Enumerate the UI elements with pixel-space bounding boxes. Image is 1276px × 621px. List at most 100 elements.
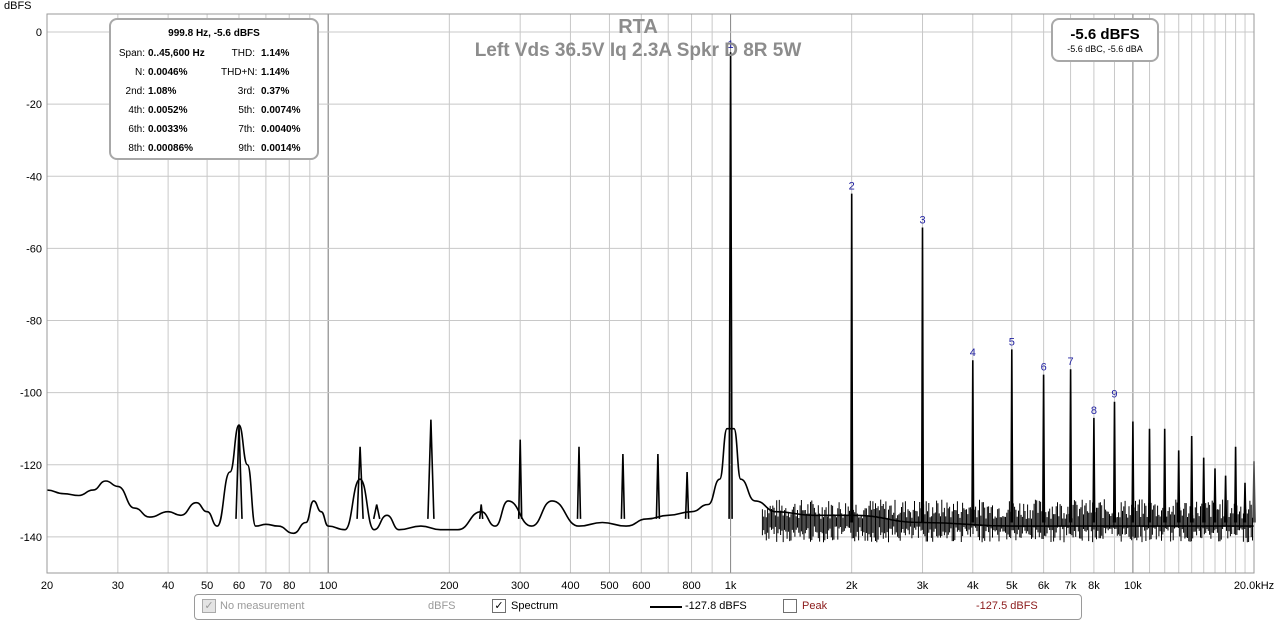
stats-label: 3rd:: [237, 86, 255, 97]
spectrum-peak: [1243, 482, 1247, 523]
spectrum-peak: [1163, 428, 1167, 523]
x-tick-label: 7k: [1065, 580, 1077, 592]
y-axis-label: dBFS: [4, 0, 32, 12]
spectrum-peak: [1224, 475, 1228, 523]
harmonic-label: 6: [1041, 362, 1047, 374]
spectrum-peak: [372, 504, 381, 520]
x-tick-label: 10k: [1124, 580, 1142, 592]
stats-label: THD:: [231, 48, 255, 59]
spectrum-peak: [356, 446, 364, 519]
x-tick-label: 40: [162, 580, 174, 592]
spectrum-peak: [1147, 428, 1152, 523]
stats-value: 0.0052%: [148, 105, 188, 116]
spectrum-label: Spectrum: [511, 600, 559, 612]
x-tick-label: 800: [682, 580, 700, 592]
spectrum-checkbox[interactable]: ✓: [492, 599, 506, 613]
no-measurement-checkbox[interactable]: ✓: [202, 599, 216, 613]
y-tick-label: -120: [20, 460, 42, 472]
peak-value: -127.5 dBFS: [976, 600, 1038, 612]
x-tick-label: 70: [260, 580, 272, 592]
x-tick-label: 5k: [1006, 580, 1018, 592]
stats-value: 0.0074%: [261, 105, 301, 116]
stats-value: 0.0033%: [148, 124, 188, 135]
x-tick-label: 400: [561, 580, 579, 592]
spectrum-peak: [655, 453, 661, 519]
spectrum-value: -127.8 dBFS: [685, 600, 747, 612]
stats-label: Span:: [118, 48, 145, 59]
y-tick-label: -60: [26, 243, 42, 255]
level-main: -5.6 dBFS: [1070, 26, 1140, 43]
stats-label: 5th:: [238, 105, 255, 116]
harmonic-label: 3: [919, 215, 925, 227]
stats-value: 1.14%: [261, 48, 290, 59]
harmonic-label: 8: [1091, 405, 1097, 417]
spectrum-peak: [427, 419, 435, 519]
harmonic-label: 1: [727, 39, 733, 51]
spectrum-peak: [235, 425, 243, 519]
stats-value: 0.0014%: [261, 143, 301, 154]
stats-header: 999.8 Hz, -5.6 dBFS: [168, 28, 260, 39]
stats-value: 1.14%: [261, 67, 290, 78]
spectrum-peak: [1234, 446, 1238, 523]
spectrum-peak: [1092, 417, 1096, 523]
stats-row: 6th: 0.0033% 7th: 0.0040%: [111, 120, 317, 139]
chart-title: RTA: [618, 16, 658, 38]
stats-label: 8th:: [128, 143, 145, 154]
y-tick-label: -80: [26, 316, 42, 328]
stats-label: 7th:: [238, 124, 255, 135]
spectrum-peak: [620, 453, 626, 519]
x-tick-label: 500: [600, 580, 618, 592]
spectrum-peak: [1202, 457, 1206, 523]
y-tick-label: -20: [26, 99, 42, 111]
spectrum-peak: [684, 471, 690, 519]
stats-row: Span: 0..45,600 Hz THD: 1.14%: [111, 44, 317, 63]
stats-value: 0.37%: [261, 86, 290, 97]
no-measurement-unit: dBFS: [428, 600, 456, 612]
stats-value: 0.00086%: [148, 143, 194, 154]
spectrum-line-swatch: [650, 606, 682, 608]
harmonic-label: 9: [1111, 389, 1117, 401]
spectrum-peak: [576, 446, 582, 519]
spectrum-peak: [1069, 369, 1073, 523]
x-axis-ticks: 20 30 40 50 60 70 80 100 200 300 400 500 600 800 1k 2k 3…: [41, 580, 1274, 592]
x-tick-label: 4k: [967, 580, 979, 592]
spectrum-peak: [1112, 401, 1117, 523]
stats-row: 4th: 0.0052% 5th: 0.0074%: [111, 101, 317, 120]
level-sub: -5.6 dBC, -5.6 dBA: [1067, 44, 1143, 54]
harmonic-label: 7: [1068, 356, 1074, 368]
stats-value: 0.0046%: [148, 67, 188, 78]
peak-label: Peak: [802, 600, 828, 612]
spectrum-peak: [1010, 349, 1014, 523]
spectrum-peak: [1177, 450, 1181, 523]
spectrum-peak: [1190, 435, 1194, 523]
stats-value: 0.0040%: [261, 124, 301, 135]
stats-value: 0..45,600 Hz: [148, 48, 205, 59]
spectrum-traces: [46, 52, 1256, 543]
x-tick-label: 2k: [846, 580, 858, 592]
harmonic-label: 5: [1009, 336, 1015, 348]
stats-label: N:: [135, 67, 145, 78]
x-tick-label: 300: [511, 580, 529, 592]
chart-subtitle: Left Vds 36.5V Iq 2.3A Spkr D 8R 5W: [475, 40, 802, 61]
stats-row: 8th: 0.00086% 9th: 0.0014%: [111, 139, 317, 158]
x-tick-label: 1k: [725, 580, 737, 592]
spectrum-peak: [478, 504, 484, 519]
y-tick-label: -40: [26, 171, 42, 183]
spectrum-noise-band: [761, 499, 1253, 543]
x-tick-label: 600: [632, 580, 650, 592]
peak-checkbox[interactable]: [783, 599, 797, 613]
stats-label: 4th:: [128, 105, 145, 116]
x-tick-label: 200: [440, 580, 458, 592]
stats-row: 2nd: 1.08% 3rd: 0.37%: [111, 82, 317, 101]
stats-label: 2nd:: [125, 86, 145, 97]
stats-label: 6th:: [128, 124, 145, 135]
x-tick-label: 100: [319, 580, 337, 592]
harmonic-label: 4: [970, 347, 976, 359]
harmonic-label: 2: [849, 181, 855, 193]
harmonic-labels: 1 2 3 4 5 6 7 8 9: [727, 39, 1117, 417]
distortion-stats-panel: 999.8 Hz, -5.6 dBFS Span: 0..45,600 Hz THD…: [109, 18, 319, 160]
x-tick-label: 6k: [1038, 580, 1050, 592]
y-axis-ticks: 0 -20 -40 -60 -80 -100 -120 -140: [20, 27, 42, 544]
stats-value: 1.08%: [148, 86, 177, 97]
plot-frame: [46, 13, 1255, 574]
